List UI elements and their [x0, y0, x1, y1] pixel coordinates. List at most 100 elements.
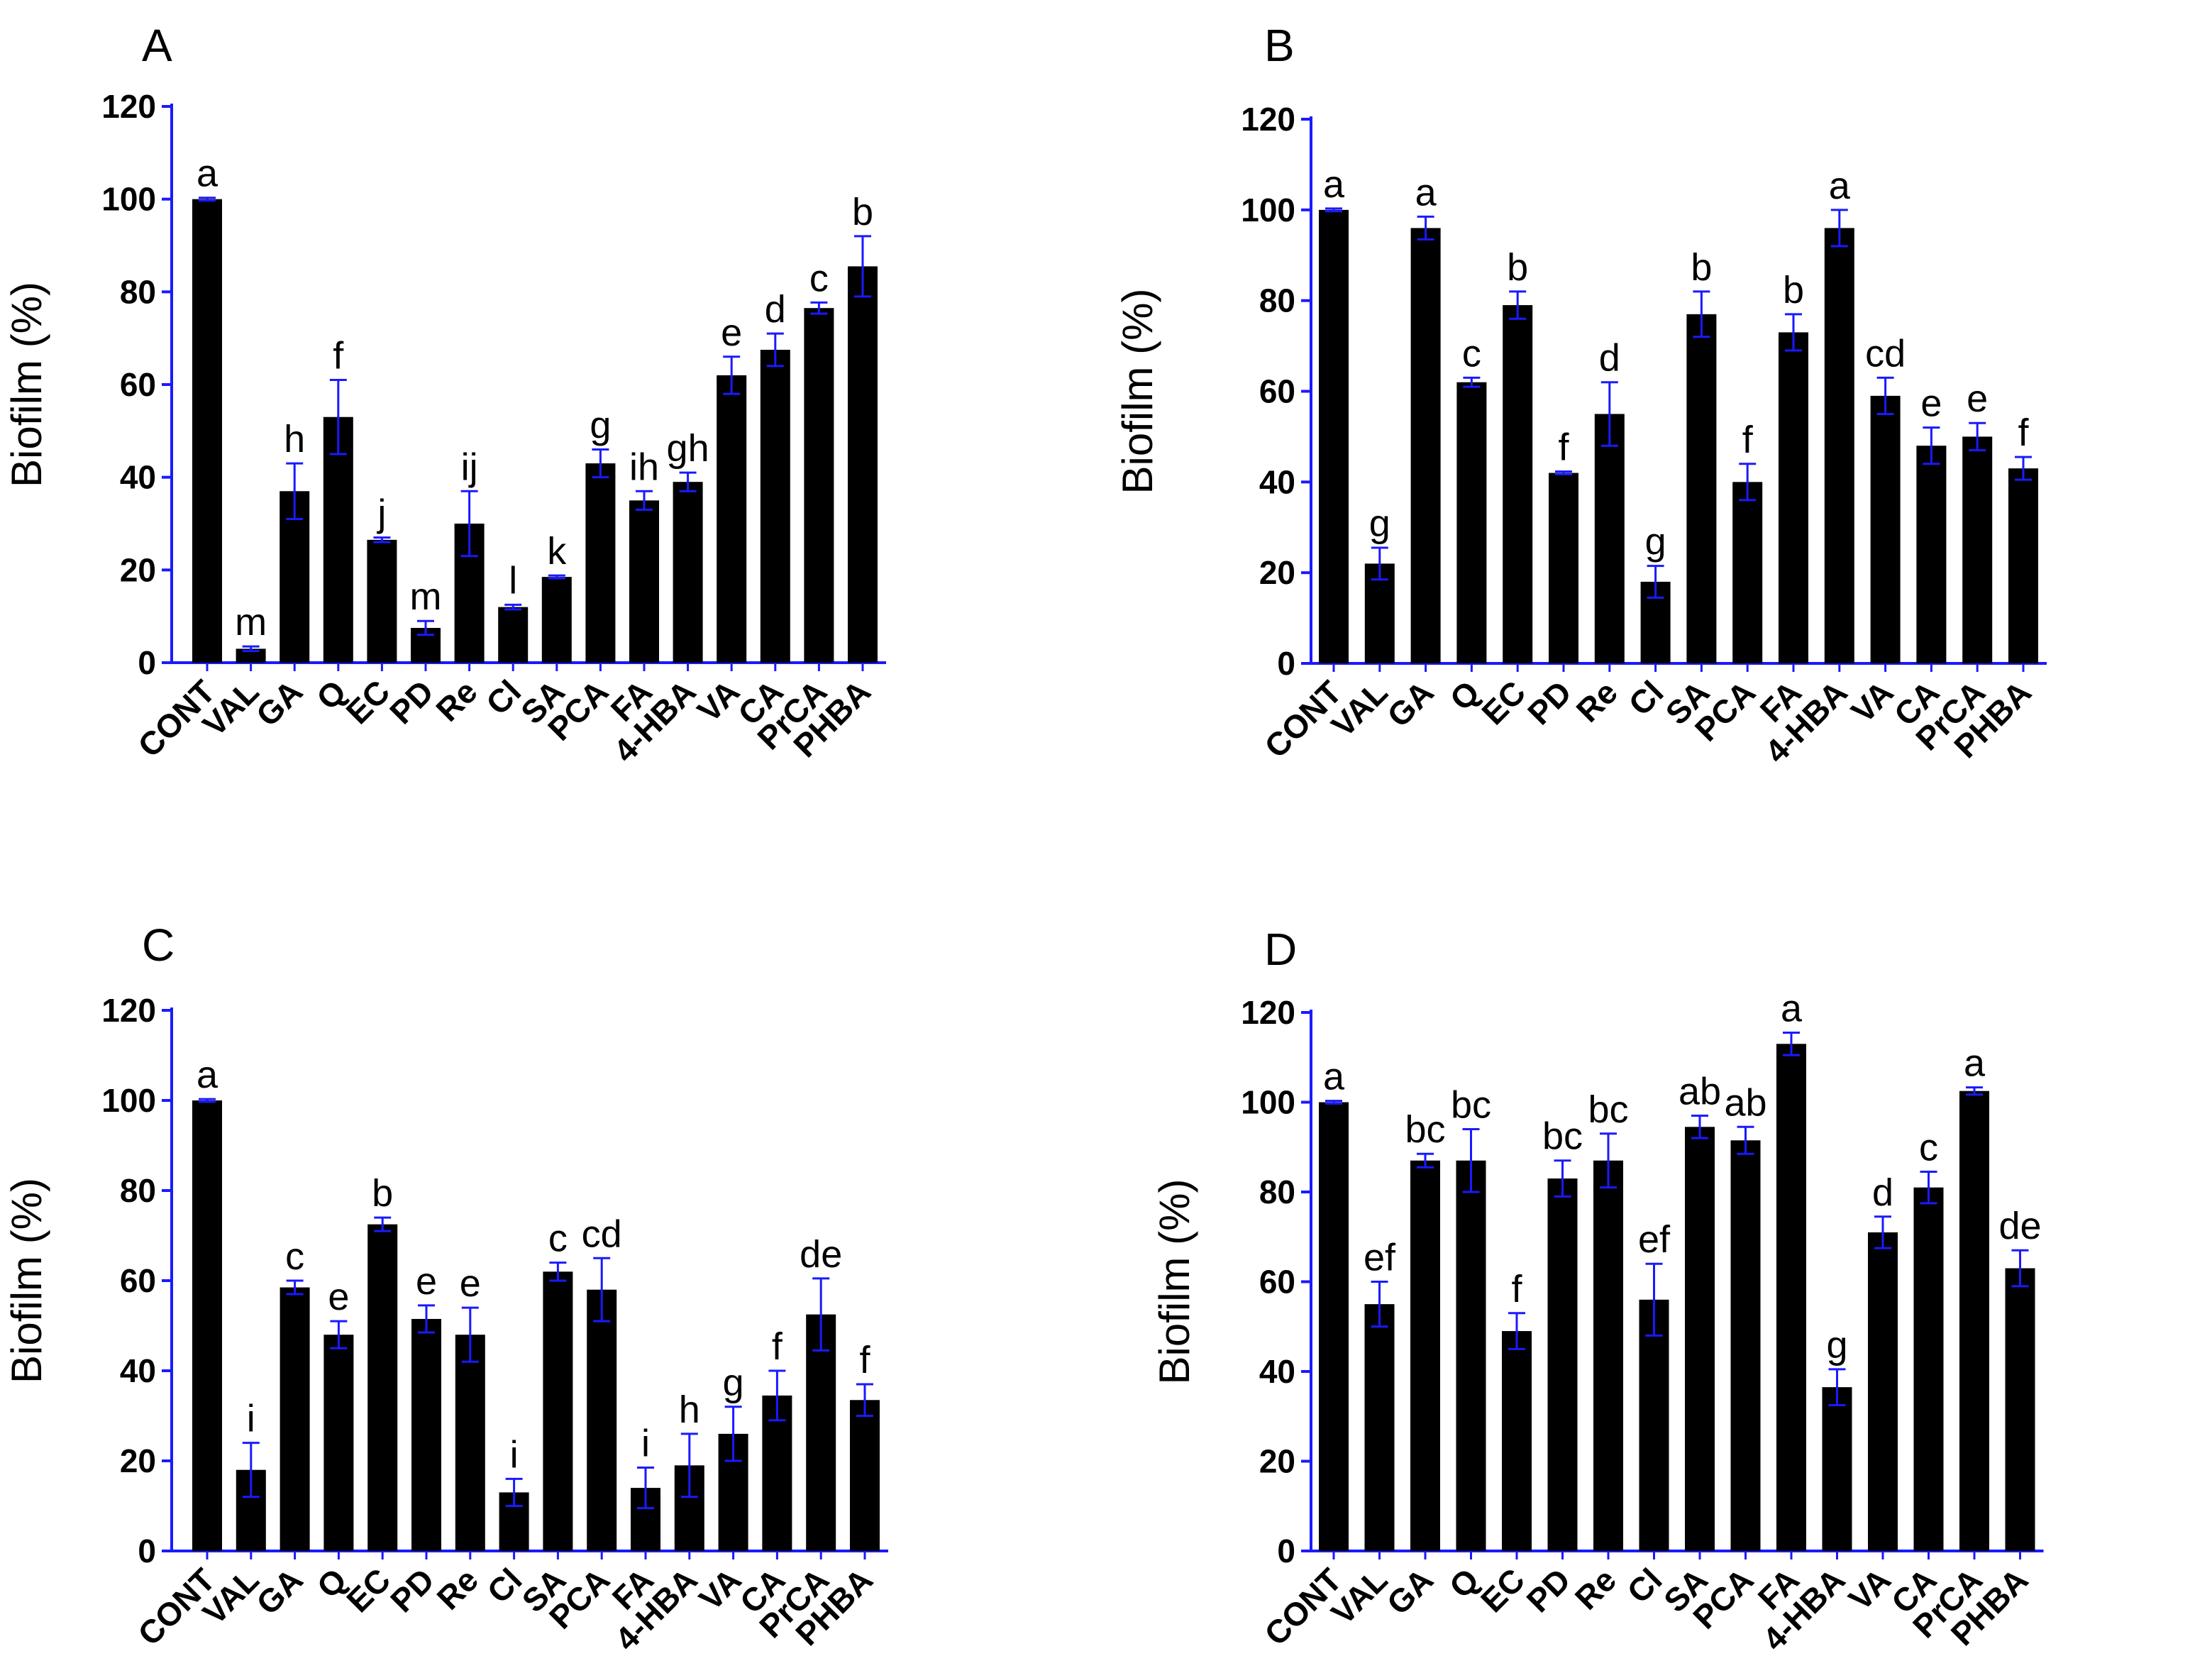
significance-letter: e: [1967, 377, 1988, 420]
bar-pd: [1547, 1178, 1578, 1551]
significance-letter: c: [548, 1218, 568, 1260]
significance-letter: f: [1511, 1268, 1522, 1310]
bar-q: [1456, 1160, 1486, 1551]
significance-letter: bc: [1542, 1115, 1583, 1158]
significance-letter: cd: [582, 1213, 622, 1255]
significance-letter: ih: [629, 446, 659, 488]
error-bar-q: [1462, 1127, 1480, 1193]
y-tick-label: 80: [120, 273, 156, 310]
error-bar-pca: [593, 1257, 611, 1323]
error-bar-prca: [810, 301, 828, 315]
x-tick-label: GA: [1380, 673, 1441, 734]
error-bar-q: [330, 1320, 348, 1349]
error-bar-pca: [592, 448, 609, 479]
bar-prca: [1959, 1091, 1989, 1551]
bar-ec: [1502, 1331, 1532, 1551]
bar-va: [1868, 1232, 1898, 1551]
significance-letter: f: [772, 1325, 783, 1368]
error-bar-va: [1876, 376, 1894, 415]
y-tick-label: 0: [138, 644, 156, 681]
bar-prca: [804, 308, 834, 663]
significance-letter: d: [765, 288, 786, 331]
bar-phba: [2008, 468, 2038, 663]
significance-letter: h: [679, 1388, 700, 1431]
error-bar-ec: [1509, 290, 1527, 320]
error-bar-ca: [766, 332, 784, 368]
significance-letter: b: [372, 1172, 393, 1215]
bar-cont: [1319, 1102, 1349, 1551]
bar-pd: [1549, 473, 1578, 663]
significance-letter: de: [1998, 1205, 2041, 1247]
significance-letter: c: [1919, 1127, 1938, 1169]
error-bar-cont: [1325, 1100, 1342, 1105]
error-bar-cont: [199, 1098, 216, 1103]
bar-re: [1594, 414, 1625, 663]
bar-val: [236, 648, 266, 663]
significance-letter: f: [333, 334, 344, 377]
error-bar-phba: [2015, 455, 2032, 481]
significance-letter: c: [809, 257, 829, 299]
bar-pca: [587, 1289, 617, 1551]
bar-ga: [1410, 228, 1441, 663]
y-tick-label: 100: [1241, 192, 1295, 228]
bar-q: [1456, 382, 1487, 663]
error-bar-va: [724, 1406, 742, 1462]
error-bar-q: [329, 378, 347, 455]
error-bar-sa: [1693, 290, 1710, 338]
y-tick-label: 40: [1259, 463, 1295, 500]
x-tick-label: Re: [428, 673, 484, 728]
significance-letter: c: [285, 1235, 304, 1278]
error-bar-ec: [1508, 1312, 1525, 1350]
y-tick-label: 0: [1277, 645, 1295, 682]
bar-cont: [192, 199, 222, 663]
y-tick-label: 60: [1259, 373, 1295, 410]
bar-cl: [1639, 1299, 1669, 1551]
significance-letter: g: [1645, 521, 1666, 563]
error-bar-ec: [373, 536, 391, 543]
y-tick-label: 60: [120, 366, 156, 403]
error-bar-sa: [549, 1261, 567, 1282]
error-bar-phba: [854, 235, 871, 298]
error-bar-pd: [1554, 1159, 1571, 1198]
bar-sa: [541, 577, 572, 663]
panel-label: D: [1264, 924, 1297, 975]
error-bar-val: [242, 645, 260, 653]
error-bar-cont: [1325, 207, 1342, 213]
bar-cl: [498, 607, 529, 663]
y-axis-label: Biofilm (%): [3, 282, 50, 487]
bar-va: [1870, 395, 1901, 663]
significance-letter: e: [328, 1276, 349, 1318]
significance-letter: c: [1462, 332, 1481, 375]
error-bar-phba: [2011, 1249, 2029, 1288]
significance-letter: a: [1964, 1042, 1986, 1085]
significance-letter: a: [1415, 171, 1437, 214]
bar-prca: [806, 1314, 836, 1551]
significance-letter: f: [1742, 419, 1754, 461]
y-tick-label: 0: [138, 1533, 156, 1569]
error-bar-4-hba: [680, 1432, 698, 1498]
y-axis-label: Biofilm (%): [3, 1178, 50, 1384]
significance-letter: bc: [1451, 1083, 1491, 1126]
y-axis-label: Biofilm (%): [1114, 288, 1161, 494]
significance-letter: g: [723, 1362, 744, 1404]
error-bar-phba: [856, 1383, 873, 1417]
error-bar-pca: [1739, 463, 1757, 502]
significance-letter: f: [2018, 412, 2029, 454]
bar-pca: [585, 463, 616, 663]
significance-letter: i: [641, 1423, 650, 1465]
bar-ca: [1916, 446, 1947, 663]
error-bar-sa: [548, 574, 565, 580]
y-tick-label: 20: [1259, 554, 1295, 591]
y-tick-label: 80: [1259, 1174, 1295, 1210]
error-bar-cl: [505, 1477, 523, 1507]
bar-va: [717, 375, 747, 663]
error-bar-pd: [418, 1304, 435, 1334]
significance-letter: a: [1323, 163, 1345, 206]
x-tick-label: GA: [249, 1561, 310, 1622]
significance-letter: g: [590, 404, 611, 446]
bar-ga: [1410, 1160, 1440, 1551]
significance-letter: d: [1872, 1171, 1893, 1214]
